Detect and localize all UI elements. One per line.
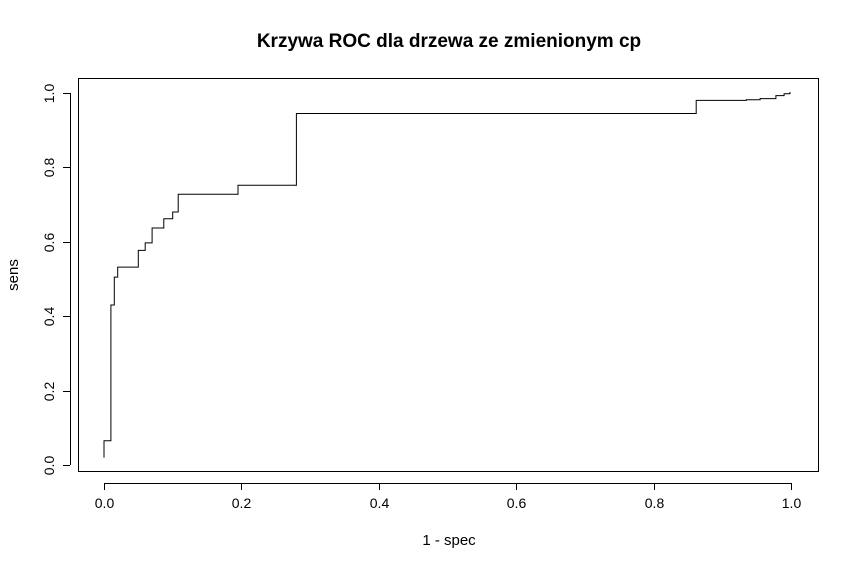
roc-curve-line (103, 92, 791, 458)
chart-title: Krzywa ROC dla drzewa ze zmienionym cp (257, 31, 641, 52)
plot-area (78, 78, 819, 472)
x-tick-label: 0.8 (645, 495, 665, 511)
y-tick-label: 0.8 (41, 158, 57, 178)
x-axis: 0.0 0.2 0.4 0.6 0.8 1.0 (95, 483, 802, 511)
y-tick-label: 0.2 (41, 382, 57, 402)
x-axis-label: 1 - spec (422, 532, 476, 549)
y-tick-label: 0.0 (41, 456, 57, 476)
x-tick-label: 0.2 (232, 495, 252, 511)
x-tick-label: 0.6 (507, 495, 527, 511)
y-axis: 0.0 0.2 0.4 0.6 0.8 1.0 (41, 84, 71, 476)
y-tick-label: 1.0 (41, 84, 57, 104)
x-tick-label: 0.0 (95, 495, 115, 511)
y-axis-label: sens (5, 259, 22, 291)
y-tick-label: 0.6 (41, 233, 57, 253)
x-tick-label: 1.0 (782, 495, 802, 511)
y-tick-label: 0.4 (41, 307, 57, 327)
x-tick-label: 0.4 (370, 495, 390, 511)
